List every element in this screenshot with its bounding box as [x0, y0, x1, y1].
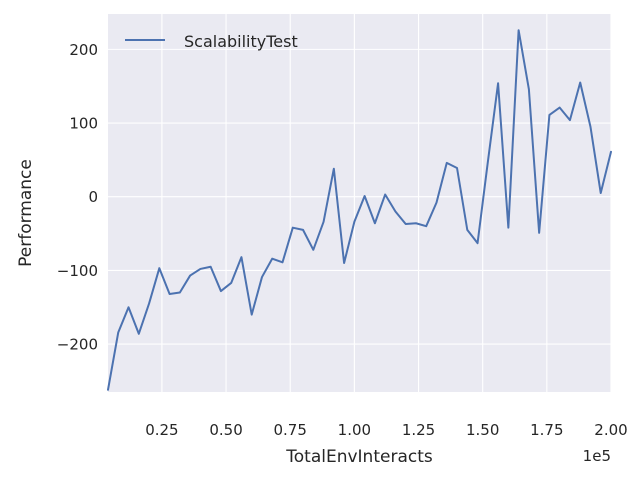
series-layer	[107, 29, 612, 391]
y-tick-label: 200	[69, 41, 98, 59]
x-tick-label: 0.75	[274, 421, 307, 439]
x-tick-label: 1.50	[466, 421, 499, 439]
plot-background	[108, 14, 611, 392]
x-axis-ticks: 0.25 0.50 0.75 1.00 1.25 1.50 1.75 2.00	[145, 421, 628, 439]
x-tick-label: 1.25	[402, 421, 435, 439]
y-axis-label: Performance	[16, 159, 36, 267]
x-axis-offset-label: 1e5	[583, 447, 611, 465]
x-axis-label: TotalEnvInteracts	[285, 447, 433, 467]
legend: ScalabilityTest	[125, 32, 298, 51]
x-tick-label: 1.75	[530, 421, 563, 439]
x-tick-label: 2.00	[594, 421, 627, 439]
y-tick-label: 0	[88, 188, 98, 206]
x-tick-label: 1.00	[338, 421, 371, 439]
y-tick-label: −200	[57, 336, 98, 354]
series-line-scalabilitytest	[107, 29, 612, 391]
y-tick-label: 100	[69, 115, 98, 133]
x-tick-label: 0.25	[145, 421, 178, 439]
x-tick-label: 0.50	[209, 421, 242, 439]
y-axis-ticks: −200 −100 0 100 200	[57, 41, 98, 354]
y-tick-label: −100	[57, 262, 98, 280]
legend-label: ScalabilityTest	[184, 32, 298, 51]
